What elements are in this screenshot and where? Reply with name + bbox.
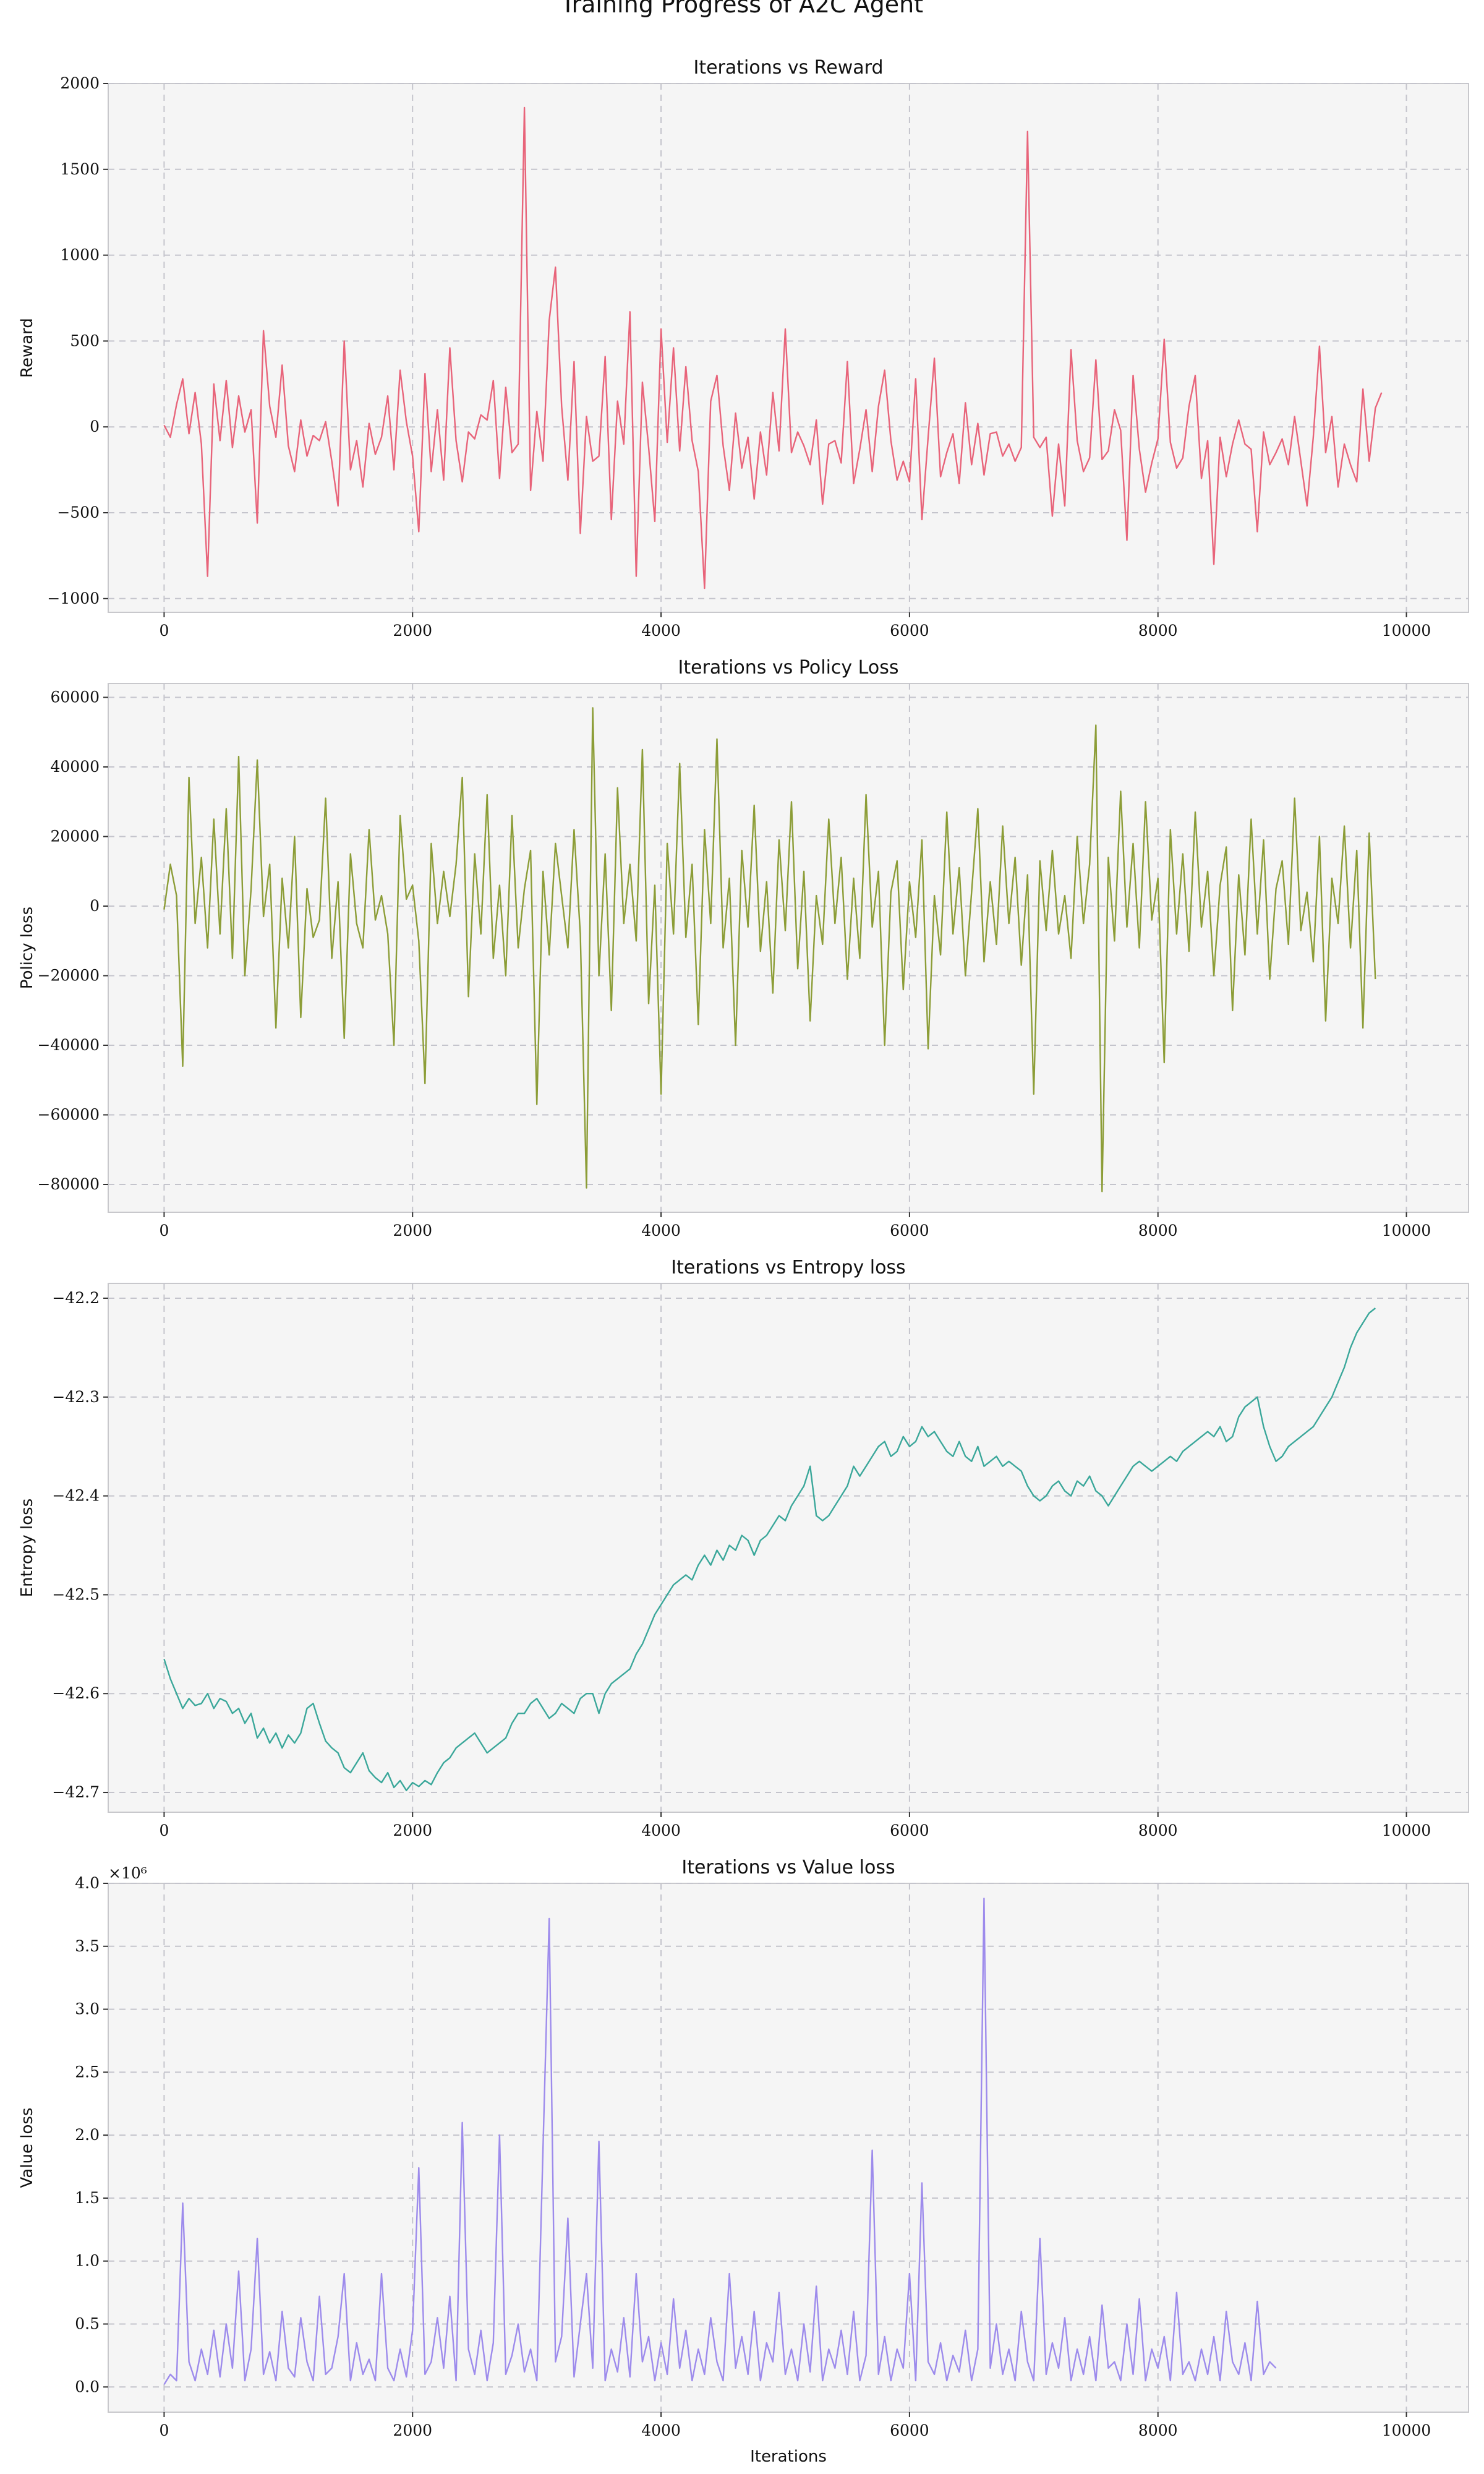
y-tick-label: 3.5	[75, 1937, 100, 1955]
y-tick-label: 2.0	[75, 2126, 100, 2144]
y-axis-multiplier: ×10⁶	[108, 1864, 147, 1882]
y-tick-label: −20000	[38, 967, 100, 985]
y-tick-label: −42.7	[52, 1783, 100, 1801]
y-tick-label: 1500	[60, 160, 100, 178]
y-tick-label: 500	[70, 332, 100, 349]
y-tick-label: −60000	[38, 1106, 100, 1124]
y-tick-label: 0.0	[75, 2378, 100, 2395]
x-tick-label: 6000	[890, 1222, 929, 1239]
subplot-title: Iterations vs Policy Loss	[678, 657, 899, 678]
x-tick-label: 10000	[1382, 622, 1431, 640]
x-tick-label: 8000	[1138, 1821, 1178, 1839]
y-tick-label: 3.0	[75, 2000, 100, 2018]
x-tick-label: 8000	[1138, 622, 1178, 640]
series-line-1	[163, 1308, 1376, 1791]
y-tick-label: −42.5	[52, 1585, 100, 1603]
x-tick-label: 2000	[393, 2421, 432, 2439]
x-tick-label: 8000	[1138, 2421, 1178, 2439]
subplot-title: Iterations vs Entropy loss	[671, 1257, 905, 1278]
x-tick-label: 4000	[641, 1222, 681, 1239]
y-axis-label: Value loss	[18, 2108, 36, 2188]
series-line-1	[163, 106, 1383, 589]
y-tick-label: 40000	[50, 758, 100, 776]
y-tick-label: −80000	[38, 1175, 100, 1193]
x-tick-label: 6000	[890, 1821, 929, 1839]
x-tick-label: 0	[159, 622, 169, 640]
figure-suptitle: Training Progress of A2C Agent	[560, 0, 923, 18]
subplot-title: Iterations vs Reward	[693, 57, 883, 79]
x-tick-label: 6000	[890, 622, 929, 640]
y-tick-label: −42.3	[52, 1388, 100, 1406]
y-tick-label: −42.2	[52, 1289, 100, 1307]
x-tick-label: 8000	[1138, 1222, 1178, 1239]
subplot-4: 0 2000 4000 6000 8000 10000 0.0 0.5 1.0 1.5 2.0 2.5…	[18, 1857, 1469, 2466]
plot-area	[108, 1283, 1469, 1813]
subplot-grid: 0 2000 4000 6000 8000 10000 −1000 −500 0 500 1000 1…	[18, 57, 1469, 2466]
x-tick-label: 2000	[393, 1821, 432, 1839]
y-tick-label: −1000	[47, 589, 100, 607]
subplot-3: 0 2000 4000 6000 8000 10000 −42.7 −42.6 −42.5 −42…	[18, 1257, 1469, 1839]
x-tick-label: 0	[159, 1222, 169, 1239]
subplot-title: Iterations vs Value loss	[681, 1857, 895, 1878]
y-tick-label: 1.5	[75, 2189, 100, 2207]
series-line-1	[163, 1898, 1277, 2385]
y-tick-label: 60000	[50, 688, 100, 706]
x-tick-label: 4000	[641, 1821, 681, 1839]
y-tick-label: 0.5	[75, 2315, 100, 2333]
subplot-1: 0 2000 4000 6000 8000 10000 −1000 −500 0 500 1000 1…	[18, 57, 1469, 640]
x-tick-label: 10000	[1382, 2421, 1431, 2439]
y-axis-label: Entropy loss	[18, 1499, 36, 1598]
x-tick-label: 0	[159, 1821, 169, 1839]
x-tick-label: 0	[159, 2421, 169, 2439]
x-tick-label: 4000	[641, 2421, 681, 2439]
y-tick-label: 4.0	[75, 1874, 100, 1892]
y-tick-label: 0	[90, 417, 100, 435]
y-tick-label: −40000	[38, 1036, 100, 1054]
x-tick-label: 6000	[890, 2421, 929, 2439]
y-tick-label: 2.5	[75, 2063, 100, 2081]
subplot-2: 0 2000 4000 6000 8000 10000 −80000 −60000 −40000…	[18, 657, 1469, 1239]
y-tick-label: −42.6	[52, 1684, 100, 1702]
y-tick-label: 0	[90, 897, 100, 915]
y-tick-label: 20000	[50, 828, 100, 845]
plot-area	[108, 1883, 1469, 2413]
plot-area	[108, 83, 1469, 613]
series-line-1	[163, 707, 1376, 1192]
x-tick-label: 2000	[393, 1222, 432, 1239]
x-tick-label: 2000	[393, 622, 432, 640]
y-tick-label: −500	[57, 503, 100, 521]
y-axis-label: Reward	[18, 318, 36, 378]
x-axis-label: Iterations	[750, 2447, 827, 2466]
y-axis-label: Policy loss	[18, 907, 36, 989]
x-tick-label: 10000	[1382, 1222, 1431, 1239]
y-tick-label: −42.4	[52, 1487, 100, 1505]
y-tick-label: 2000	[60, 74, 100, 92]
y-tick-label: 1.0	[75, 2252, 100, 2270]
x-tick-label: 4000	[641, 622, 681, 640]
x-tick-label: 10000	[1382, 1821, 1431, 1839]
plot-area	[108, 683, 1469, 1213]
y-tick-label: 1000	[60, 246, 100, 264]
